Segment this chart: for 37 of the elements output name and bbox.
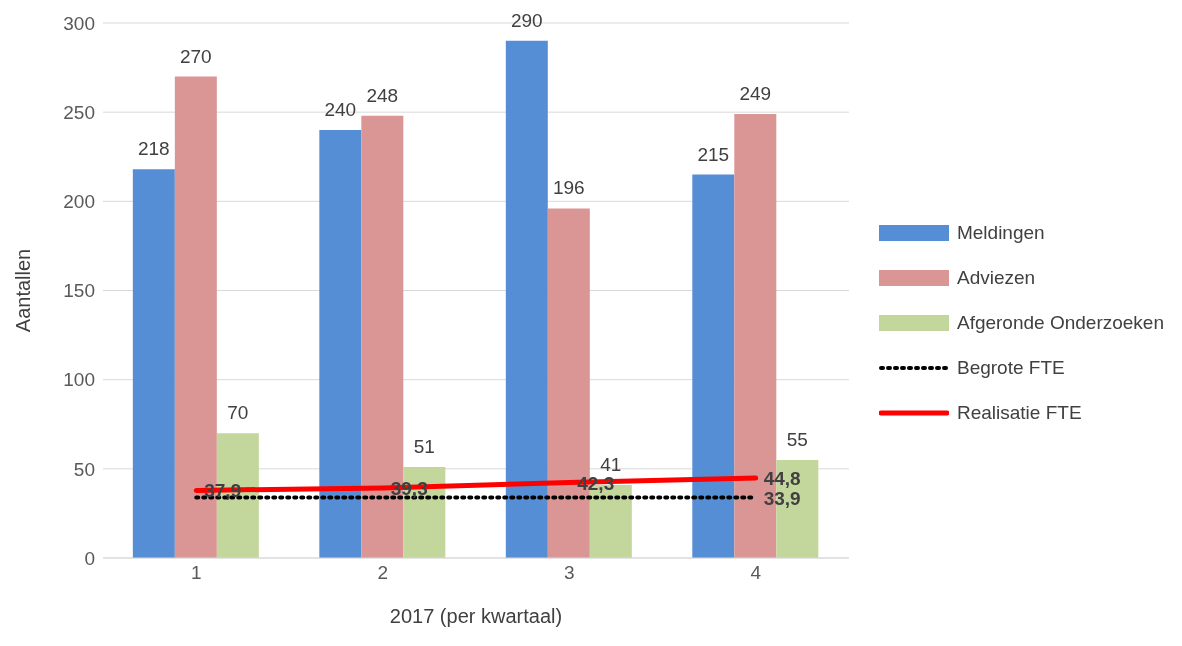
bar bbox=[132, 169, 175, 558]
y-tick-label: 150 bbox=[63, 280, 95, 302]
x-axis-title: 2017 (per kwartaal) bbox=[389, 605, 563, 627]
bar bbox=[505, 40, 548, 558]
y-tick-label: 100 bbox=[63, 369, 95, 391]
data-label: 249 bbox=[739, 82, 772, 104]
data-label: 248 bbox=[366, 84, 399, 106]
legend-label: Adviezen bbox=[956, 267, 1036, 289]
y-tick-label: 250 bbox=[63, 101, 95, 123]
x-tick-label: 3 bbox=[563, 562, 575, 584]
data-label: 55 bbox=[786, 428, 808, 450]
legend-label: Begrote FTE bbox=[956, 357, 1065, 379]
y-tick-label: 200 bbox=[63, 191, 95, 213]
data-label: 33,9 bbox=[763, 487, 801, 509]
legend-label: Meldingen bbox=[956, 222, 1045, 244]
bar bbox=[319, 130, 362, 558]
y-tick-label: 50 bbox=[73, 458, 95, 480]
x-tick-label: 1 bbox=[190, 562, 202, 584]
x-tick-label: 2 bbox=[377, 562, 389, 584]
data-label: 51 bbox=[413, 436, 435, 458]
data-label: 41 bbox=[600, 453, 622, 475]
data-label: 44,8 bbox=[763, 468, 801, 490]
y-axis-title: Aantallen bbox=[12, 248, 35, 333]
data-label: 70 bbox=[227, 402, 249, 424]
data-label: 215 bbox=[697, 143, 730, 165]
y-tick-label: 300 bbox=[63, 12, 95, 34]
x-tick-label: 4 bbox=[750, 562, 762, 584]
bar bbox=[692, 174, 735, 558]
data-label: 270 bbox=[179, 45, 212, 67]
data-label: 290 bbox=[510, 9, 543, 31]
data-label: 196 bbox=[552, 177, 585, 199]
data-label: 240 bbox=[324, 99, 357, 120]
data-label: 218 bbox=[137, 138, 170, 160]
y-tick-label: 0 bbox=[84, 547, 95, 569]
data-label: 39,3 bbox=[390, 477, 428, 499]
legend-label: Realisatie FTE bbox=[956, 402, 1082, 424]
legend-label: Afgeronde Onderzoeken bbox=[956, 312, 1164, 334]
